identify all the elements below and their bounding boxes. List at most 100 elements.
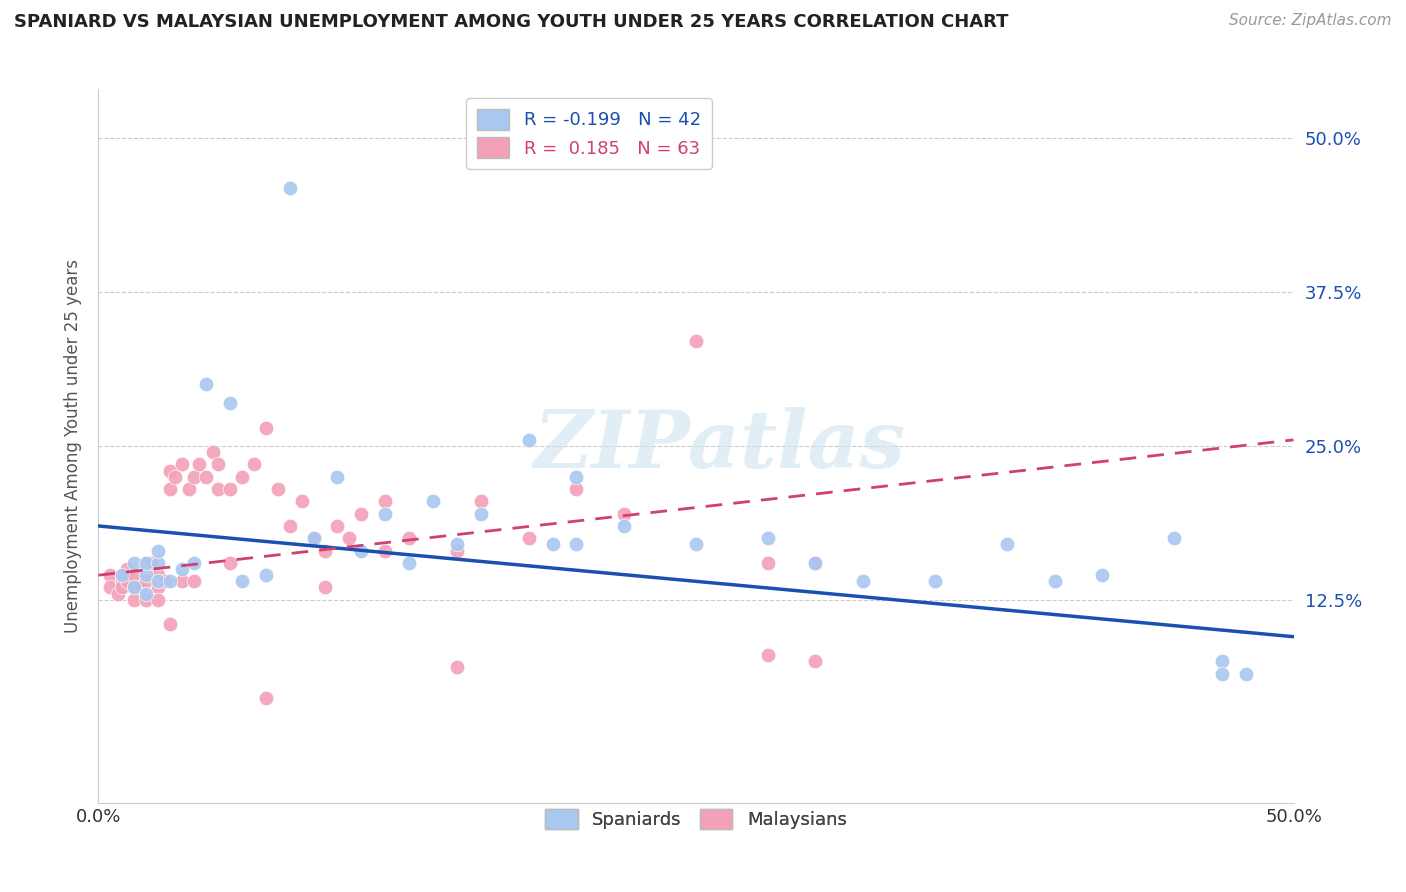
Point	[446, 543, 468, 558]
Point	[172, 574, 194, 589]
Point	[135, 587, 157, 601]
Point	[685, 537, 707, 551]
Point	[924, 574, 946, 589]
Point	[148, 574, 170, 589]
Point	[111, 581, 134, 595]
Point	[111, 574, 134, 589]
Point	[565, 482, 588, 496]
Point	[124, 568, 146, 582]
Point	[613, 507, 636, 521]
Point	[135, 568, 157, 582]
Point	[374, 543, 396, 558]
Point	[565, 537, 588, 551]
Point	[183, 556, 205, 570]
Point	[804, 556, 827, 570]
Point	[219, 396, 242, 410]
Point	[470, 507, 492, 521]
Text: SPANIARD VS MALAYSIAN UNEMPLOYMENT AMONG YOUTH UNDER 25 YEARS CORRELATION CHART: SPANIARD VS MALAYSIAN UNEMPLOYMENT AMONG…	[14, 13, 1008, 31]
Point	[135, 556, 157, 570]
Point	[1163, 531, 1185, 545]
Point	[135, 592, 157, 607]
Point	[115, 562, 138, 576]
Point	[172, 458, 194, 472]
Point	[159, 464, 181, 478]
Point	[195, 469, 218, 483]
Point	[756, 531, 779, 545]
Point	[398, 556, 420, 570]
Point	[756, 648, 779, 662]
Point	[326, 469, 349, 483]
Point	[315, 543, 337, 558]
Point	[124, 581, 146, 595]
Text: ZIPatlas: ZIPatlas	[534, 408, 905, 484]
Point	[148, 556, 170, 570]
Point	[107, 587, 129, 601]
Point	[159, 574, 181, 589]
Point	[179, 482, 201, 496]
Point	[187, 458, 209, 472]
Point	[804, 654, 827, 668]
Point	[398, 531, 420, 545]
Point	[183, 469, 205, 483]
Point	[374, 494, 396, 508]
Point	[139, 556, 162, 570]
Point	[202, 445, 225, 459]
Point	[254, 691, 277, 706]
Point	[98, 581, 122, 595]
Point	[350, 507, 373, 521]
Point	[148, 568, 170, 582]
Point	[183, 574, 205, 589]
Point	[685, 334, 707, 349]
Legend: Spaniards, Malaysians: Spaniards, Malaysians	[538, 801, 853, 837]
Point	[231, 469, 253, 483]
Point	[374, 507, 396, 521]
Point	[98, 568, 122, 582]
Point	[291, 494, 314, 508]
Point	[1211, 654, 1233, 668]
Point	[1234, 666, 1257, 681]
Point	[446, 660, 468, 674]
Point	[219, 556, 242, 570]
Point	[148, 592, 170, 607]
Point	[267, 482, 290, 496]
Point	[517, 531, 540, 545]
Point	[135, 556, 157, 570]
Point	[231, 574, 253, 589]
Point	[124, 581, 146, 595]
Point	[613, 519, 636, 533]
Point	[172, 562, 194, 576]
Point	[470, 494, 492, 508]
Point	[278, 180, 301, 194]
Point	[124, 592, 146, 607]
Point	[1043, 574, 1066, 589]
Point	[195, 377, 218, 392]
Point	[339, 531, 361, 545]
Point	[350, 543, 373, 558]
Point	[852, 574, 875, 589]
Point	[111, 568, 134, 582]
Point	[1211, 666, 1233, 681]
Point	[422, 494, 444, 508]
Point	[756, 556, 779, 570]
Point	[135, 574, 157, 589]
Y-axis label: Unemployment Among Youth under 25 years: Unemployment Among Youth under 25 years	[63, 259, 82, 633]
Point	[159, 482, 181, 496]
Point	[207, 482, 229, 496]
Point	[302, 531, 325, 545]
Point	[804, 556, 827, 570]
Point	[254, 568, 277, 582]
Point	[148, 581, 170, 595]
Point	[124, 556, 146, 570]
Point	[163, 469, 186, 483]
Point	[517, 433, 540, 447]
Point	[148, 543, 170, 558]
Point	[131, 581, 153, 595]
Point	[302, 531, 325, 545]
Point	[243, 458, 266, 472]
Point	[995, 537, 1018, 551]
Point	[159, 617, 181, 632]
Point	[254, 420, 277, 434]
Point	[155, 574, 177, 589]
Point	[278, 519, 301, 533]
Point	[1091, 568, 1114, 582]
